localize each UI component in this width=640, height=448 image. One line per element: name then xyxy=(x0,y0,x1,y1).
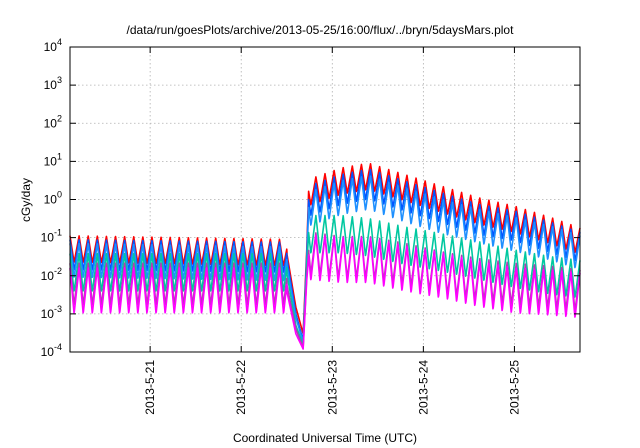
x-tick-label: 2013-5-22 xyxy=(234,360,248,415)
y-tick-base: 10 xyxy=(41,231,55,245)
y-tick-label: 10-4 xyxy=(41,342,62,359)
series-line-2 xyxy=(69,168,581,342)
x-tick-label: 2013-5-23 xyxy=(325,360,339,415)
series-line-6 xyxy=(69,234,581,350)
chart-title: /data/run/goesPlots/archive/2013-05-25/1… xyxy=(127,23,515,37)
y-tick-base: 10 xyxy=(44,40,58,54)
y-tick-exponent: -4 xyxy=(54,342,62,352)
y-tick-exponent: 3 xyxy=(57,75,62,85)
y-tick-label: 10-2 xyxy=(41,266,62,283)
y-tick-exponent: -1 xyxy=(54,228,62,238)
x-tick-labels: 2013-5-21 2013-5-22 2013-5-23 2013-5-24 2013… xyxy=(143,360,521,415)
y-tick-exponent: 2 xyxy=(57,113,62,123)
y-tick-exponent: -2 xyxy=(54,266,62,276)
x-tick-label: 2013-5-25 xyxy=(507,360,521,415)
y-tick-label: 100 xyxy=(44,190,62,207)
y-tick-exponent: 0 xyxy=(57,190,62,200)
y-tick-label: 102 xyxy=(44,113,62,130)
y-axis-label: cGy/day xyxy=(19,178,33,222)
y-tick-base: 10 xyxy=(44,154,58,168)
y-tick-label: 103 xyxy=(44,75,62,92)
x-axis-label: Coordinated Universal Time (UTC) xyxy=(233,431,417,445)
series-line-3 xyxy=(69,175,581,344)
y-tick-exponent: 1 xyxy=(57,151,62,161)
y-tick-base: 10 xyxy=(41,269,55,283)
x-tick-label: 2013-5-21 xyxy=(143,360,157,415)
y-tick-exponent: -3 xyxy=(54,304,62,314)
y-tick-label: 101 xyxy=(44,151,62,168)
series-layer xyxy=(69,162,581,350)
y-tick-base: 10 xyxy=(44,78,58,92)
y-tick-base: 10 xyxy=(44,193,58,207)
axis-ticks xyxy=(70,46,580,353)
y-tick-label: 10-1 xyxy=(41,228,62,245)
y-tick-label: 104 xyxy=(44,37,62,54)
y-tick-label: 10-3 xyxy=(41,304,62,321)
y-tick-base: 10 xyxy=(44,116,58,130)
y-tick-base: 10 xyxy=(41,307,55,321)
series-line-4 xyxy=(69,214,581,347)
x-tick-label: 2013-5-24 xyxy=(416,360,430,415)
series-line-1 xyxy=(69,162,581,335)
y-tick-base: 10 xyxy=(41,345,55,359)
y-tick-exponent: 4 xyxy=(57,37,62,47)
